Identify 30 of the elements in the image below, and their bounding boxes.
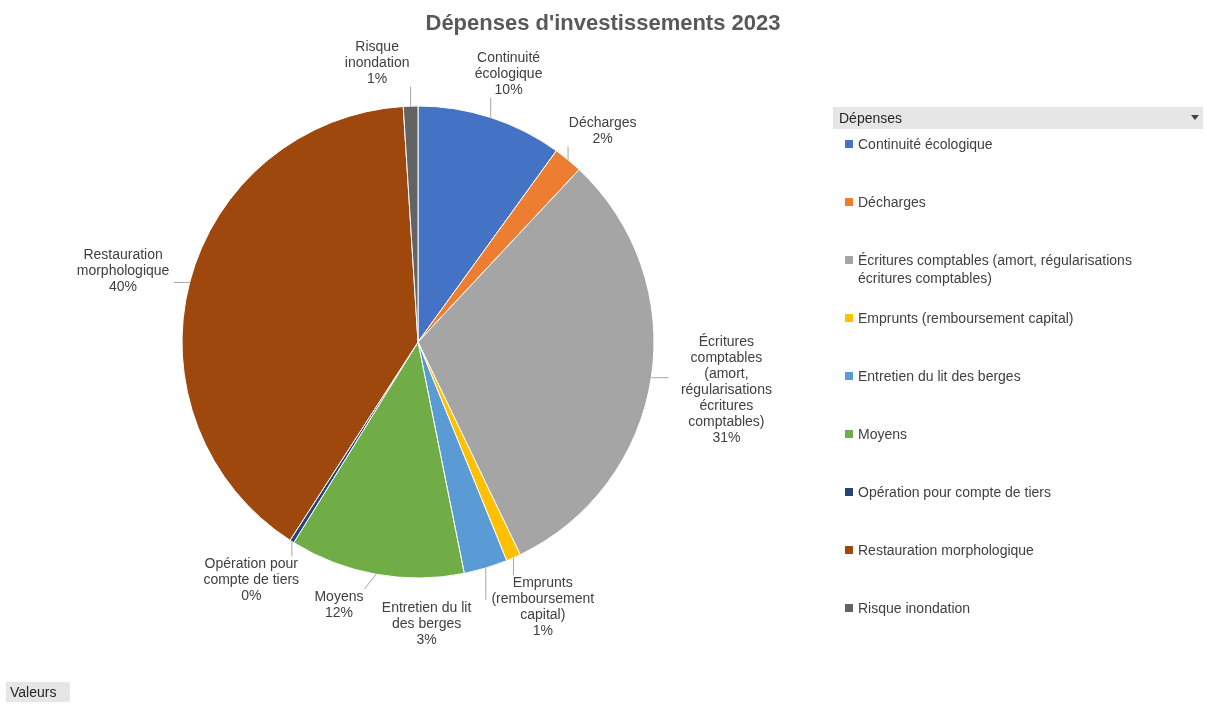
data-label: 31% <box>712 428 741 445</box>
legend-label: Risque inondation <box>858 600 971 616</box>
data-label: 2% <box>592 129 613 146</box>
legend-label: Restauration morphologique <box>858 542 1035 558</box>
data-label: 3% <box>416 630 437 647</box>
slice-label: Écritures comptables (amort, régularisations écritures comptables) <box>680 332 772 429</box>
data-label: 1% <box>367 69 388 86</box>
slice-label: Moyens <box>314 587 364 604</box>
legend-title: Dépenses <box>839 110 903 126</box>
legend-label: Écritures comptables (amort, régularisations écritures comptables) <box>858 252 1132 286</box>
chart-title: Dépenses d'investissements 2023 <box>425 10 781 35</box>
slice-label: Emprunts (remboursement capital) <box>491 574 595 623</box>
slice-label: Décharges <box>568 113 637 130</box>
slice-label: Continuité écologique <box>474 48 543 81</box>
data-label: 12% <box>324 603 353 620</box>
slice-label: Entretien du lit des berges <box>381 598 472 631</box>
legend-label: Opération pour compte de tiers <box>858 484 1051 500</box>
legend-label: Continuité écologique <box>858 136 993 152</box>
legend-label: Décharges <box>858 194 926 210</box>
data-label: 1% <box>532 622 553 639</box>
data-label: 10% <box>494 80 523 97</box>
slice-label: Risque inondation <box>344 37 410 70</box>
data-label: 0% <box>241 587 262 604</box>
legend-label: Emprunts (remboursement capital) <box>858 310 1074 326</box>
data-label: 40% <box>109 277 138 294</box>
slice-label: Opération pour compte de tiers <box>203 555 300 588</box>
legend-label: Entretien du lit des berges <box>858 368 1021 384</box>
slice-label: Restauration morphologique <box>76 245 170 278</box>
text: Valeurs <box>10 684 57 700</box>
legend-label: Moyens <box>858 426 908 442</box>
